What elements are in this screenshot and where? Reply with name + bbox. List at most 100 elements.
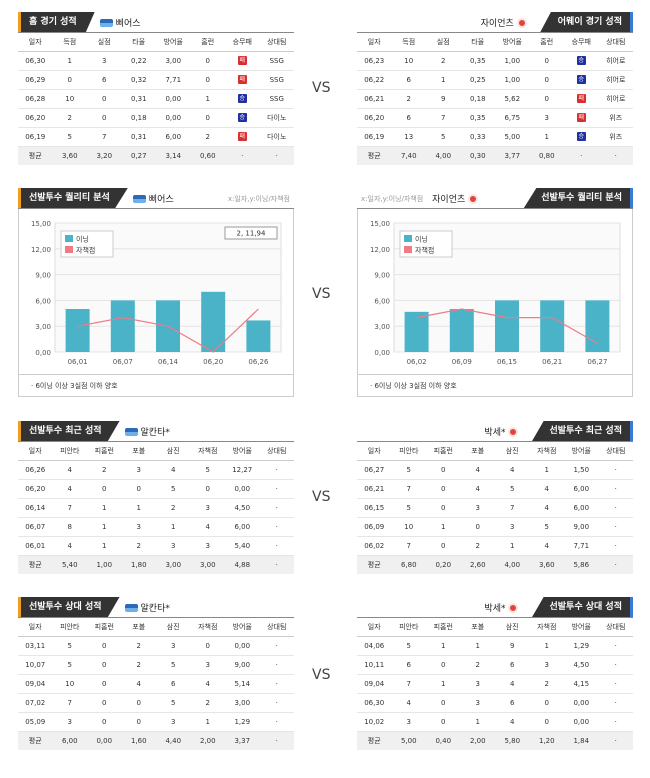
column-header: 득점 [52,33,87,52]
right-quality-panel: x:일자,y:이닝/자책점 자이언츠 선발투수 퀄리티 분석 0,00 3,00 6… [357,188,633,397]
table-cell: 히어로 [598,51,633,71]
table-header-row: 일자 득점 실점 타율 방어율 홈런 승무패 상대팀 [18,33,294,52]
table-cell: SSG [259,70,294,90]
column-header: 피홈런 [87,618,122,637]
column-header: 피홈런 [426,442,461,461]
average-cell: · [564,146,599,165]
table-row: 06,30 4 0 3 6 0 0,00 · [357,693,633,713]
axis-note: x:일자,y:이닝/자책점 [227,194,290,203]
table-cell: 0 [121,712,156,732]
table-cell: 10 [52,674,87,694]
table-cell: 2 [87,460,122,480]
table-row: 03,11 5 0 2 3 0 0,00 · [18,636,294,656]
table-cell: · [259,536,294,556]
team-label: 삐어스 [128,192,179,205]
column-header: 포볼 [460,618,495,637]
table-cell: 3 [52,712,87,732]
right-quality-header: x:일자,y:이닝/자책점 자이언츠 선발투수 퀄리티 분석 [357,188,633,209]
table-cell: 3,00 [156,51,191,71]
column-header: 방어율 [156,33,191,52]
table-cell: SSG [259,51,294,71]
table-row: 06,30 1 3 0,22 3,00 0 패 SSG [18,51,294,71]
table-cell: 0 [426,536,461,556]
table-cell: 5 [52,655,87,675]
table-cell: 6 [87,70,122,90]
average-cell: 3,37 [225,731,260,750]
table-row: 06,07 8 1 3 1 4 6,00 · [18,517,294,537]
table-cell: · [598,693,633,713]
table-cell: 06,30 [18,51,53,71]
left-vs-panel: 선발투수 상대 성적 알칸타* 일자 피안타 피홈런 포볼 삼진 자책점 방어율 상대팀 03,… [18,597,294,750]
table-cell: 6 [156,674,191,694]
table-cell: 히어로 [598,89,633,109]
table-cell: 6,00 [225,517,260,537]
average-cell: 4,00 [426,146,461,165]
table-cell: 2 [426,51,461,71]
table-cell: 0,32 [121,70,156,90]
average-cell: · [259,731,294,750]
right-recent-header: 박세* 선발투수 최근 성적 [357,421,633,442]
right-vs-tab: 선발투수 상대 성적 [531,597,633,618]
table-cell: 4 [52,536,87,556]
table-cell: 06,14 [18,498,53,518]
left-quality-footer: · 6이닝 이상 3실점 이하 양호 [18,375,294,397]
giants-logo-icon [508,602,519,613]
table-cell: 9 [426,89,461,109]
average-cell: 5,00 [391,731,426,750]
table-cell: · [259,636,294,656]
bears-logo-icon [124,603,138,612]
table-cell: 4 [529,536,564,556]
table-cell: 0,00 [156,108,191,128]
table-cell: 7 [391,674,426,694]
table-cell: 0 [87,674,122,694]
pitcher-label: 박세* [479,601,523,614]
table-cell: 9,00 [225,655,260,675]
average-row: 평균 6,80 0,20 2,60 4,00 3,60 5,86 · [357,555,633,574]
table-cell: 0 [121,479,156,499]
table-cell: 1 [426,517,461,537]
table-cell: · [598,536,633,556]
column-header: 포볼 [121,618,156,637]
away-record-tab: 어웨이 경기 성적 [539,12,633,33]
average-cell: 4,00 [495,555,530,574]
left-quality-panel: 선발투수 퀄리티 분석 삐어스 x:일자,y:이닝/자책점 0,00 3,00 6,… [18,188,294,397]
table-row: 06,02 7 0 2 1 4 7,71 · [357,536,633,556]
table-cell: 0 [87,712,122,732]
table-cell: 0 [426,498,461,518]
column-header: 홈런 [529,33,564,52]
table-cell: 10,07 [18,655,53,675]
table-row: 06,09 10 1 0 3 5 9,00 · [357,517,633,537]
table-cell: · [259,479,294,499]
table-cell: 3 [460,693,495,713]
away-record-table: 일자 득점 실점 타율 방어율 홈런 승무패 상대팀 06,23 10 2 0,35 1,00 0 승 히어로… [357,33,633,165]
table-cell: 5 [190,460,225,480]
table-cell: 0 [190,479,225,499]
column-header: 피안타 [52,618,87,637]
table-cell: 0 [87,108,122,128]
table-cell: 1 [529,127,564,147]
table-cell: 1,00 [495,70,530,90]
innings-bar [65,309,90,352]
left-recent-table: 일자 피안타 피홈런 포볼 삼진 자책점 방어율 상대팀 06,26 4 2 3 4 5 12,27 · 06,… [18,442,294,574]
away-record-panel: 자이언츠 어웨이 경기 성적 일자 득점 실점 타율 방어율 홈런 승무패 상대팀 06,23 1… [357,12,633,165]
table-cell: 5,62 [495,89,530,109]
table-cell: 10 [391,517,426,537]
table-cell: 13 [391,127,426,147]
average-cell: 2,00 [190,731,225,750]
y-tick-label: 15,00 [31,220,51,228]
table-row: 06,23 10 2 0,35 1,00 0 승 히어로 [357,51,633,71]
table-cell: 3 [121,517,156,537]
table-cell: 패 [564,108,599,128]
table-cell: 패 [564,89,599,109]
table-cell: 2 [190,127,225,147]
table-cell: 0 [87,89,122,109]
innings-bar [404,311,429,352]
table-cell: 6 [495,655,530,675]
table-cell: 1 [52,51,87,71]
result-badge: 승 [237,94,247,103]
table-cell: 승 [564,127,599,147]
table-cell: 4 [190,517,225,537]
table-cell: 3 [529,655,564,675]
table-cell: 2 [391,89,426,109]
table-cell: 5,40 [225,536,260,556]
